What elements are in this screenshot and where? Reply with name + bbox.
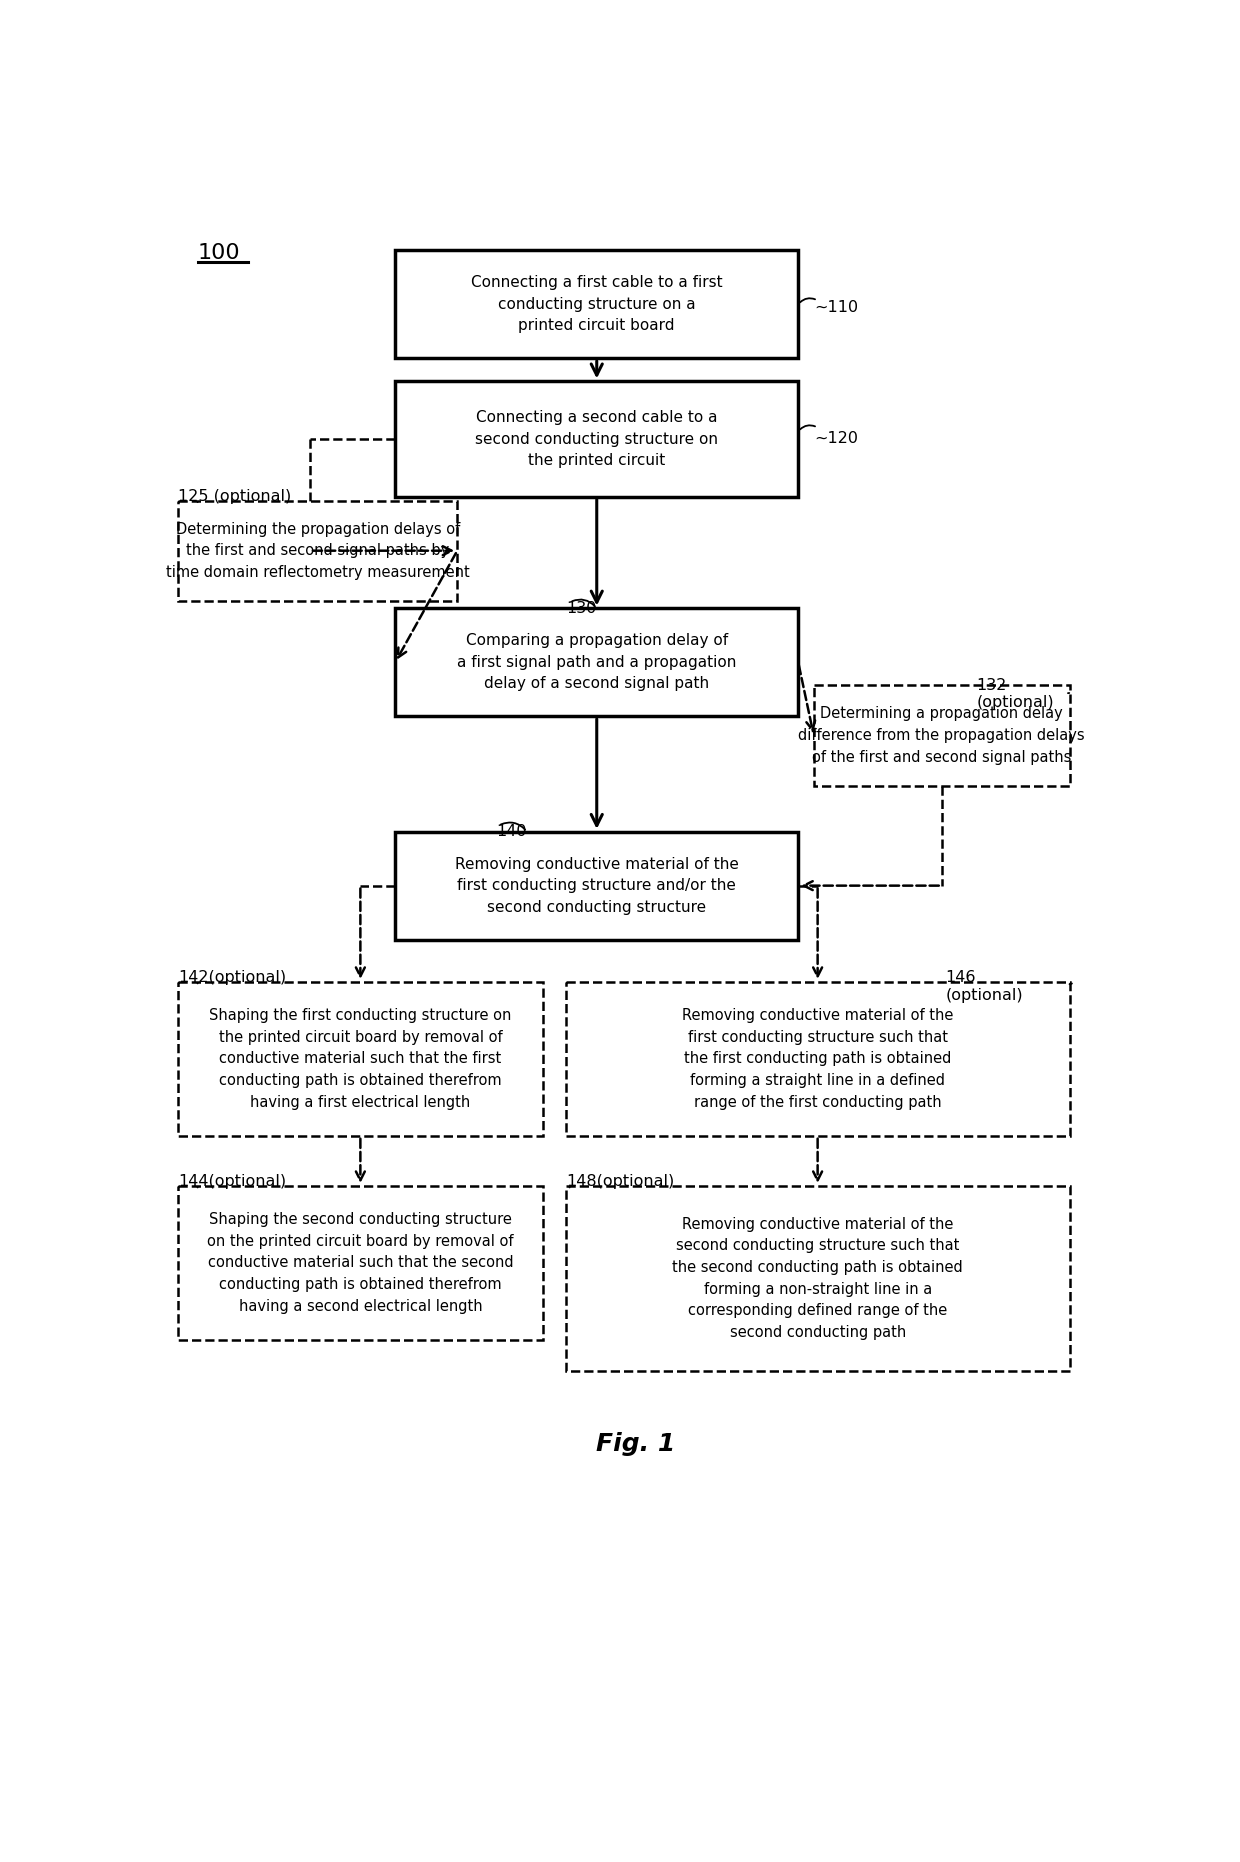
- Text: Shaping the second conducting structure
on the printed circuit board by removal : Shaping the second conducting structure …: [207, 1212, 513, 1313]
- Text: 146
(optional): 146 (optional): [945, 970, 1023, 1004]
- Text: Comparing a propagation delay of
a first signal path and a propagation
delay of : Comparing a propagation delay of a first…: [458, 633, 737, 691]
- Text: ~120: ~120: [813, 432, 858, 447]
- Bar: [179, 981, 543, 1136]
- Text: 144(optional): 144(optional): [179, 1175, 286, 1190]
- Bar: [179, 1186, 543, 1341]
- Text: Determining a propagation delay
difference from the propagation delays
of the fi: Determining a propagation delay differen…: [799, 706, 1085, 765]
- Text: Determining the propagation delays of
the first and second signal paths by
time : Determining the propagation delays of th…: [166, 521, 470, 579]
- Text: Fig. 1: Fig. 1: [596, 1432, 675, 1456]
- Bar: [179, 501, 458, 601]
- Text: 140: 140: [496, 825, 527, 840]
- Text: Connecting a second cable to a
second conducting structure on
the printed circui: Connecting a second cable to a second co…: [475, 410, 718, 467]
- Text: Connecting a first cable to a first
conducting structure on a
printed circuit bo: Connecting a first cable to a first cond…: [471, 276, 723, 333]
- Bar: [396, 609, 799, 717]
- Text: Removing conductive material of the
first conducting structure and/or the
second: Removing conductive material of the firs…: [455, 857, 739, 914]
- Bar: [396, 250, 799, 358]
- Text: 130: 130: [565, 601, 596, 616]
- Text: 142(optional): 142(optional): [179, 970, 286, 985]
- Text: Removing conductive material of the
second conducting structure such that
the se: Removing conductive material of the seco…: [672, 1218, 963, 1341]
- Bar: [396, 382, 799, 497]
- Bar: [565, 981, 1069, 1136]
- Text: ~110: ~110: [813, 300, 858, 315]
- Text: 125 (optional): 125 (optional): [179, 490, 291, 505]
- Bar: [396, 832, 799, 940]
- Text: 100: 100: [197, 242, 241, 263]
- Text: Removing conductive material of the
first conducting structure such that
the fir: Removing conductive material of the firs…: [682, 1007, 954, 1110]
- Text: 148(optional): 148(optional): [565, 1175, 675, 1190]
- Text: 132
(optional): 132 (optional): [977, 678, 1054, 709]
- Bar: [565, 1186, 1069, 1370]
- Text: Shaping the first conducting structure on
the printed circuit board by removal o: Shaping the first conducting structure o…: [210, 1007, 512, 1110]
- Bar: [813, 685, 1069, 786]
